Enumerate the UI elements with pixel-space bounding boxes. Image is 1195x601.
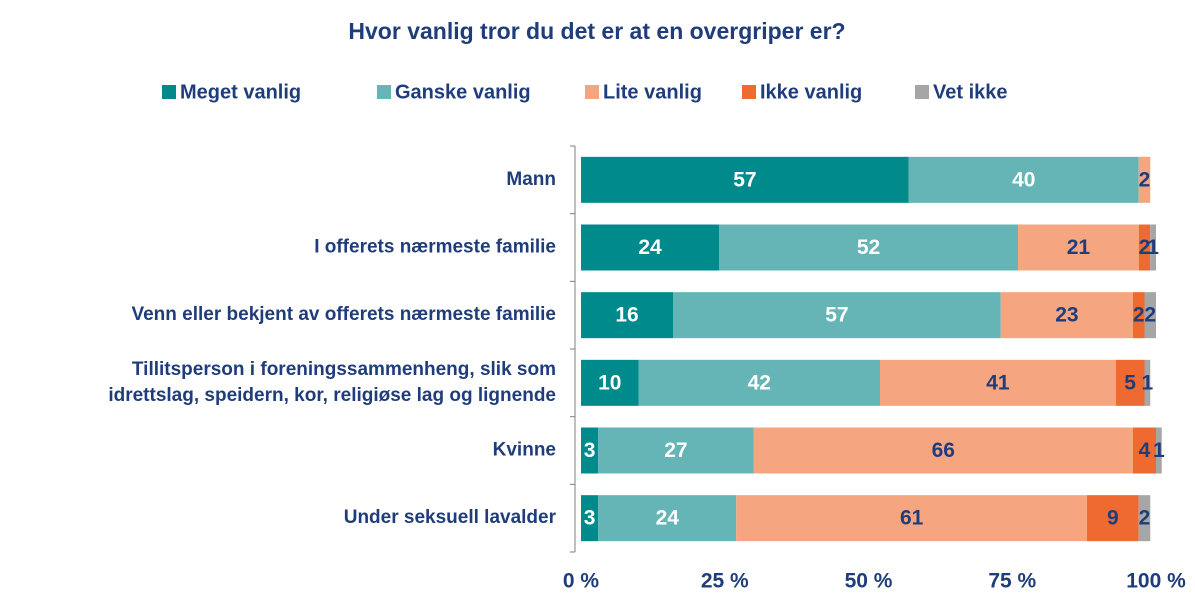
- bar-segment: [1133, 292, 1145, 339]
- data-label: 3: [584, 507, 596, 530]
- category-label: I offerets nærmeste familie: [314, 237, 556, 258]
- data-label: 2: [1133, 304, 1145, 327]
- x-tick-label: 75 %: [988, 570, 1036, 593]
- bar-segment: [581, 292, 673, 339]
- data-label: 23: [1055, 304, 1078, 327]
- data-label: 10: [598, 371, 621, 394]
- legend-label: Lite vanlig: [603, 81, 702, 103]
- data-label: 5: [1124, 371, 1136, 394]
- category-label: Tillitsperson i foreningssammenheng, sli…: [108, 359, 556, 406]
- data-label: 9: [1107, 507, 1119, 530]
- bar-segment: [880, 359, 1116, 406]
- data-label: 24: [656, 507, 680, 530]
- bar-segment: [581, 359, 639, 406]
- bar-segment: [1115, 359, 1145, 406]
- chart-title: Hvor vanlig tror du det er at en overgri…: [348, 18, 845, 44]
- bar-segment: [1138, 156, 1151, 203]
- data-label: 2: [1139, 236, 1151, 259]
- bar-segment: [1000, 292, 1133, 339]
- legend-swatch: [585, 85, 599, 99]
- category-label: Venn eller bekjent av offerets nærmeste …: [131, 304, 556, 325]
- data-label: 66: [932, 439, 955, 462]
- data-label: 27: [664, 439, 687, 462]
- data-label: 57: [825, 304, 848, 327]
- data-label: 24: [638, 236, 662, 259]
- x-tick-label: 100 %: [1126, 570, 1186, 593]
- bar-segment: [581, 224, 719, 271]
- data-label: 16: [615, 304, 638, 327]
- data-label: 1: [1147, 236, 1159, 259]
- data-label: 61: [900, 507, 924, 530]
- bar-segment: [581, 156, 909, 203]
- data-label: 40: [1012, 168, 1035, 191]
- bar-segment: [1138, 495, 1151, 542]
- bar-segment: [1156, 427, 1162, 474]
- legend-label: Vet ikke: [933, 81, 1008, 103]
- legend-swatch: [162, 85, 176, 99]
- data-label: 2: [1139, 168, 1151, 191]
- x-tick-label: 0 %: [563, 570, 600, 593]
- bar-segment: [1144, 359, 1151, 406]
- data-label: 4: [1139, 439, 1151, 462]
- bar-segment: [1138, 224, 1151, 271]
- data-label: 1: [1142, 371, 1154, 394]
- data-label: 21: [1067, 236, 1091, 259]
- data-label: 41: [986, 371, 1010, 394]
- legend-label: Ganske vanlig: [395, 81, 531, 103]
- bar-segment: [1133, 427, 1156, 474]
- bar-segment: [638, 359, 880, 406]
- bar-segment: [1087, 495, 1139, 542]
- bar-segment: [598, 495, 737, 542]
- category-label: Mann: [506, 169, 556, 190]
- bar-segment: [719, 224, 1018, 271]
- bar-segment: [673, 292, 1001, 339]
- bar-segment: [1150, 224, 1156, 271]
- x-tick-label: 25 %: [701, 570, 749, 593]
- data-label: 3: [584, 439, 596, 462]
- data-label: 52: [857, 236, 880, 259]
- x-tick-label: 50 %: [845, 570, 893, 593]
- legend-swatch: [742, 85, 756, 99]
- bar-segment: [908, 156, 1139, 203]
- bar-segment: [1018, 224, 1139, 271]
- data-label: 2: [1144, 304, 1156, 327]
- bar-segment: [1144, 292, 1156, 339]
- bar-segment: [581, 427, 599, 474]
- data-label: 57: [733, 168, 756, 191]
- bar-segment: [736, 495, 1087, 542]
- bar-segment: [753, 427, 1133, 474]
- data-label: 2: [1139, 507, 1151, 530]
- legend-label: Meget vanlig: [180, 81, 301, 103]
- data-label: 1: [1153, 439, 1165, 462]
- legend-label: Ikke vanlig: [760, 81, 862, 103]
- data-label: 42: [748, 371, 771, 394]
- category-label: Under seksuell lavalder: [344, 507, 557, 528]
- bar-segment: [598, 427, 754, 474]
- legend-swatch: [377, 85, 391, 99]
- legend-swatch: [915, 85, 929, 99]
- bar-segment: [581, 495, 599, 542]
- category-label: Kvinne: [493, 440, 556, 461]
